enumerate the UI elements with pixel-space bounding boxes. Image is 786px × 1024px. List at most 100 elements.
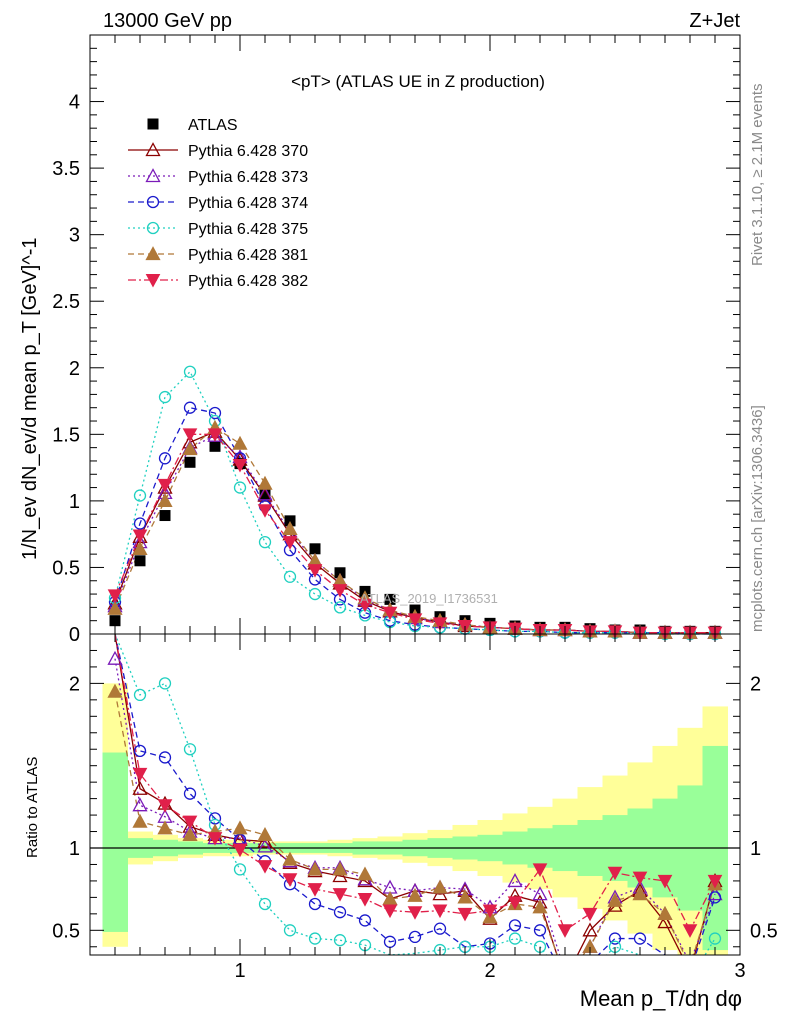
data-point-pythia-6-428-375 [258,536,272,549]
y-tick-label: 4 [69,92,80,114]
ratio-point-pythia-6-428-374 [133,744,147,758]
data-point-pythia-6-428-382 [157,478,173,493]
legend-marker [146,195,160,209]
ratio-point-pythia-6-428-381 [132,813,148,828]
ratio-point-pythia-6-428-374 [433,922,447,935]
data-point-atlas [384,593,396,605]
ratio-point-pythia-6-428-382 [157,799,173,813]
ratio-point-pythia-6-428-382 [457,907,473,922]
y-axis-label: 1/N_ev dN_ev/d mean p_T [GeV]^-1 [19,237,41,560]
ratio-point-pythia-6-428-382 [132,767,148,782]
ratio-point-pythia-6-428-381 [407,887,423,902]
ratio-point-pythia-6-428-381 [107,683,123,698]
data-point-pythia-6-428-375 [233,481,247,494]
legend-entry: Pythia 6.428 370 [188,143,308,160]
main-plot-panel: 0 0.5 1 1.5 2 2.5 3 3.5 4 <pT> (ATLAS UE in Z pr… [19,34,741,646]
legend-entry: Pythia 6.428 373 [188,169,308,186]
data-point-pythia-6-428-381 [257,475,273,490]
ratio-point-pythia-6-428-382 [332,888,348,902]
ratio-point-pythia-6-428-374 [358,914,372,927]
legend-marker [145,274,161,288]
data-point-pythia-6-428-382 [232,458,248,473]
x-tick-label: 2 [484,960,495,982]
ratio-point-pythia-6-428-374 [308,897,322,911]
data-point-pythia-6-428-381 [282,520,298,535]
ratio-point-pythia-6-428-370 [582,922,598,937]
data-point-pythia-6-428-381 [232,435,248,450]
data-point-atlas [259,488,271,500]
data-point-atlas [284,515,296,527]
x-axis-label: Mean p_T/dη dφ [580,986,742,1011]
data-point-atlas [159,510,171,522]
ratio-point-pythia-6-428-375 [233,863,247,876]
ratio-point-pythia-6-428-382 [182,815,198,830]
x-tick-label: 3 [734,960,745,982]
data-point-pythia-6-428-382 [382,606,398,621]
y-tick-label: 0.5 [52,557,80,579]
ratio-point-pythia-6-428-373 [107,650,123,665]
data-point-atlas [334,567,346,579]
ratio-y-tick-label-right: 2 [750,673,761,695]
y-tick-label: 2 [69,358,80,380]
y-tick-label: 3 [69,225,80,247]
legend-entry: Pythia 6.428 381 [188,247,308,264]
data-point-pythia-6-428-382 [132,529,148,544]
ratio-point-pythia-6-428-381 [307,861,323,876]
legend-entry: Pythia 6.428 375 [188,221,308,238]
ratio-point-pythia-6-428-373 [132,797,148,812]
data-point-pythia-6-428-381 [132,540,148,555]
legend: ATLAS Pythia 6.428 370 Pythia 6.428 373 Pyt… [128,117,308,290]
ratio-point-pythia-6-428-382 [357,893,373,907]
ratio-point-pythia-6-428-382 [257,860,273,874]
ratio-point-pythia-6-428-382 [532,863,548,877]
y-tick-label: 3.5 [52,158,80,180]
ratio-point-pythia-6-428-382 [632,871,648,886]
ratio-point-pythia-6-428-381 [257,826,273,841]
data-point-atlas [184,456,196,468]
data-point-pythia-6-428-375 [133,489,147,502]
ratio-point-pythia-6-428-382 [407,906,423,920]
data-point-pythia-6-428-374 [158,452,172,465]
ratio-point-pythia-6-428-370 [132,780,148,795]
x-tick-label: 1 [234,960,245,982]
ratio-point-pythia-6-428-374 [708,891,722,904]
ratio-point-pythia-6-428-375 [258,897,272,911]
ratio-point-pythia-6-428-375 [183,743,197,756]
ratio-point-pythia-6-428-374 [408,930,422,944]
data-point-atlas [109,615,121,627]
data-point-pythia-6-428-382 [407,613,423,627]
ratio-point-pythia-6-428-382 [507,896,523,910]
legend-entry: ATLAS [188,117,238,134]
ratio-point-pythia-6-428-381 [457,889,473,904]
data-point-pythia-6-428-382 [257,504,273,518]
ratio-point-pythia-6-428-374 [533,924,547,937]
data-point-pythia-6-428-382 [107,589,123,603]
data-point-pythia-6-428-382 [307,564,323,578]
ratio-line-pythia-6-428-374 [114,634,716,955]
mcplots-reference-label: mcplots.cern.ch [arXiv:1306.3436] [749,405,766,632]
ratio-point-pythia-6-428-375 [283,924,297,937]
data-point-atlas [309,543,321,555]
legend-marker [145,142,161,157]
analysis-watermark: ATLAS_2019_I1736531 [360,591,498,606]
ratio-point-pythia-6-428-381 [182,826,198,841]
ratio-point-pythia-6-428-373 [257,838,273,853]
data-point-pythia-6-428-382 [182,428,198,442]
y-tick-label: 1.5 [52,424,80,446]
ratio-point-pythia-6-428-382 [382,904,398,919]
ratio-y-tick-label: 1 [69,838,80,860]
ratio-point-pythia-6-428-374 [633,932,647,945]
data-point-pythia-6-428-375 [158,390,172,404]
ratio-point-pythia-6-428-382 [207,832,223,846]
ratio-point-pythia-6-428-375 [133,688,147,702]
ratio-point-pythia-6-428-381 [607,892,623,907]
y-tick-label: 0 [69,624,80,646]
data-point-pythia-6-428-382 [282,536,298,550]
ratio-point-pythia-6-428-381 [332,861,348,876]
ratio-point-pythia-6-428-382 [482,904,498,919]
ratio-point-pythia-6-428-382 [582,907,598,922]
ratio-point-pythia-6-428-382 [707,874,723,889]
ratio-point-pythia-6-428-381 [282,851,298,866]
data-point-pythia-6-428-381 [157,493,173,508]
